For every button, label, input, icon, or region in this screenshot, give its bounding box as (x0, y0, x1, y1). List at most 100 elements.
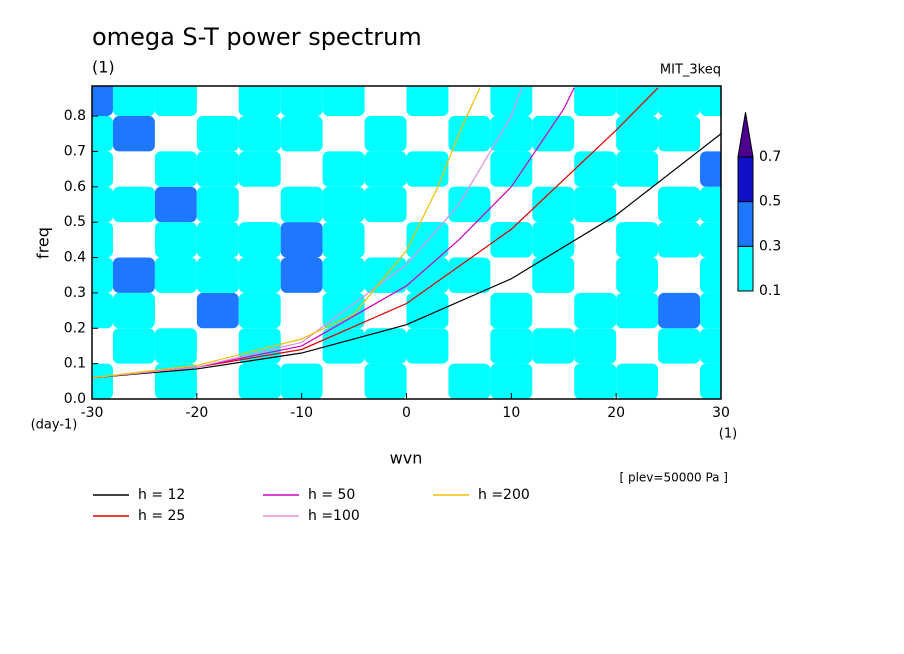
contour-cell (196, 151, 239, 187)
contour-cell (574, 258, 616, 293)
contour-cell (113, 222, 155, 257)
dispersion-curve (92, 133, 721, 379)
contour-cell (490, 187, 532, 222)
contour-cell (532, 151, 574, 186)
contour-cell (113, 151, 155, 186)
contour-cell (238, 86, 281, 117)
legend-label: h = 25 (138, 508, 185, 524)
colorbar-label: 0.1 (759, 283, 781, 299)
contour-cell (658, 364, 700, 399)
contour-cell (448, 363, 491, 399)
contour-cell (406, 86, 449, 117)
contour-cell (364, 116, 407, 152)
contour-cell (490, 86, 533, 117)
colorbar-label: 0.5 (759, 194, 781, 210)
contour-cell (92, 151, 113, 187)
contour-cell (238, 257, 281, 293)
field (92, 86, 721, 399)
contour-cell (406, 328, 449, 364)
x-tick-label: -10 (290, 405, 313, 421)
contour-cell (113, 364, 155, 399)
contour-cell (112, 86, 155, 117)
contour-cell (658, 222, 701, 258)
contour-cell (700, 328, 721, 364)
x-tick-label: 20 (607, 405, 625, 421)
contour-cell (490, 151, 533, 187)
contour-cell (154, 151, 197, 187)
contour-cell (700, 86, 721, 117)
contour-cell (154, 328, 197, 364)
contour-cell (280, 363, 323, 399)
contour-cell (112, 292, 155, 329)
contour-cell (322, 151, 365, 187)
contour-cell (196, 257, 239, 293)
y-tick-label: 0.7 (64, 143, 86, 159)
contour-cell (323, 116, 365, 151)
x-tick-label: 30 (712, 405, 730, 421)
x-tick-label: 10 (502, 405, 520, 421)
contour-cell (197, 364, 239, 399)
contour-cell (365, 222, 407, 257)
contour-cell (532, 116, 575, 152)
y-tick-label: 0.8 (64, 108, 86, 124)
contour-cell (616, 328, 658, 363)
contour-cell (574, 151, 617, 187)
x-tick-label: -30 (81, 405, 104, 421)
contour-cell (323, 364, 365, 399)
colorbar-triangle (737, 112, 754, 158)
contour-cell (532, 364, 574, 399)
y-unit: (day-1) (31, 418, 78, 433)
contour-cell (196, 292, 239, 329)
contour-cell (490, 363, 533, 399)
contour-cell (658, 258, 700, 293)
contour-cell (154, 363, 197, 399)
contour-cell (364, 151, 407, 187)
contour-cell (155, 293, 197, 328)
contour-cell (658, 292, 701, 329)
colorbar-label: 0.3 (759, 238, 781, 254)
contour-cell (407, 187, 449, 222)
contour-cell (616, 292, 659, 329)
contour-cell (658, 86, 701, 117)
contour-cell (616, 187, 658, 222)
contour-cell (490, 258, 532, 293)
contour-cell (322, 186, 365, 223)
legend-label: h =100 (308, 508, 360, 524)
contour-cell (155, 116, 197, 151)
level-note: [ plev=50000 Pa ] (619, 471, 728, 485)
contour-cell (280, 186, 323, 223)
contour-cell (92, 257, 113, 293)
contour-cell (616, 116, 659, 152)
contour-cell (448, 222, 490, 257)
contour-cell (322, 328, 365, 364)
contour-cell (280, 86, 323, 117)
run-label: MIT_3keq (660, 63, 721, 78)
contour-cell (532, 257, 575, 293)
contour-cell (322, 222, 365, 258)
contour-cell (112, 328, 155, 364)
contour-cell (616, 151, 659, 187)
contour-cell (574, 186, 617, 223)
contour-cell (616, 86, 659, 117)
contour-cell (196, 186, 239, 223)
contour-cell (364, 328, 407, 364)
contour-cell (700, 257, 721, 293)
contour-cell (490, 222, 533, 258)
contour-cell (448, 186, 491, 223)
contour-cell (490, 328, 533, 364)
contour-cell (322, 257, 365, 293)
contour-cell (154, 257, 197, 293)
y-tick-label: 0.4 (64, 250, 86, 266)
y-tick-label: 0.3 (64, 285, 86, 301)
x-tick-label: -20 (185, 405, 208, 421)
contour-cell (238, 292, 281, 329)
contour-cell (532, 293, 574, 328)
contour-cell (92, 292, 113, 329)
contour-cell (658, 151, 700, 186)
contour-cell (574, 292, 617, 329)
contour-cell (238, 151, 281, 187)
contour-cell (574, 363, 617, 399)
contour-cell (407, 116, 449, 151)
